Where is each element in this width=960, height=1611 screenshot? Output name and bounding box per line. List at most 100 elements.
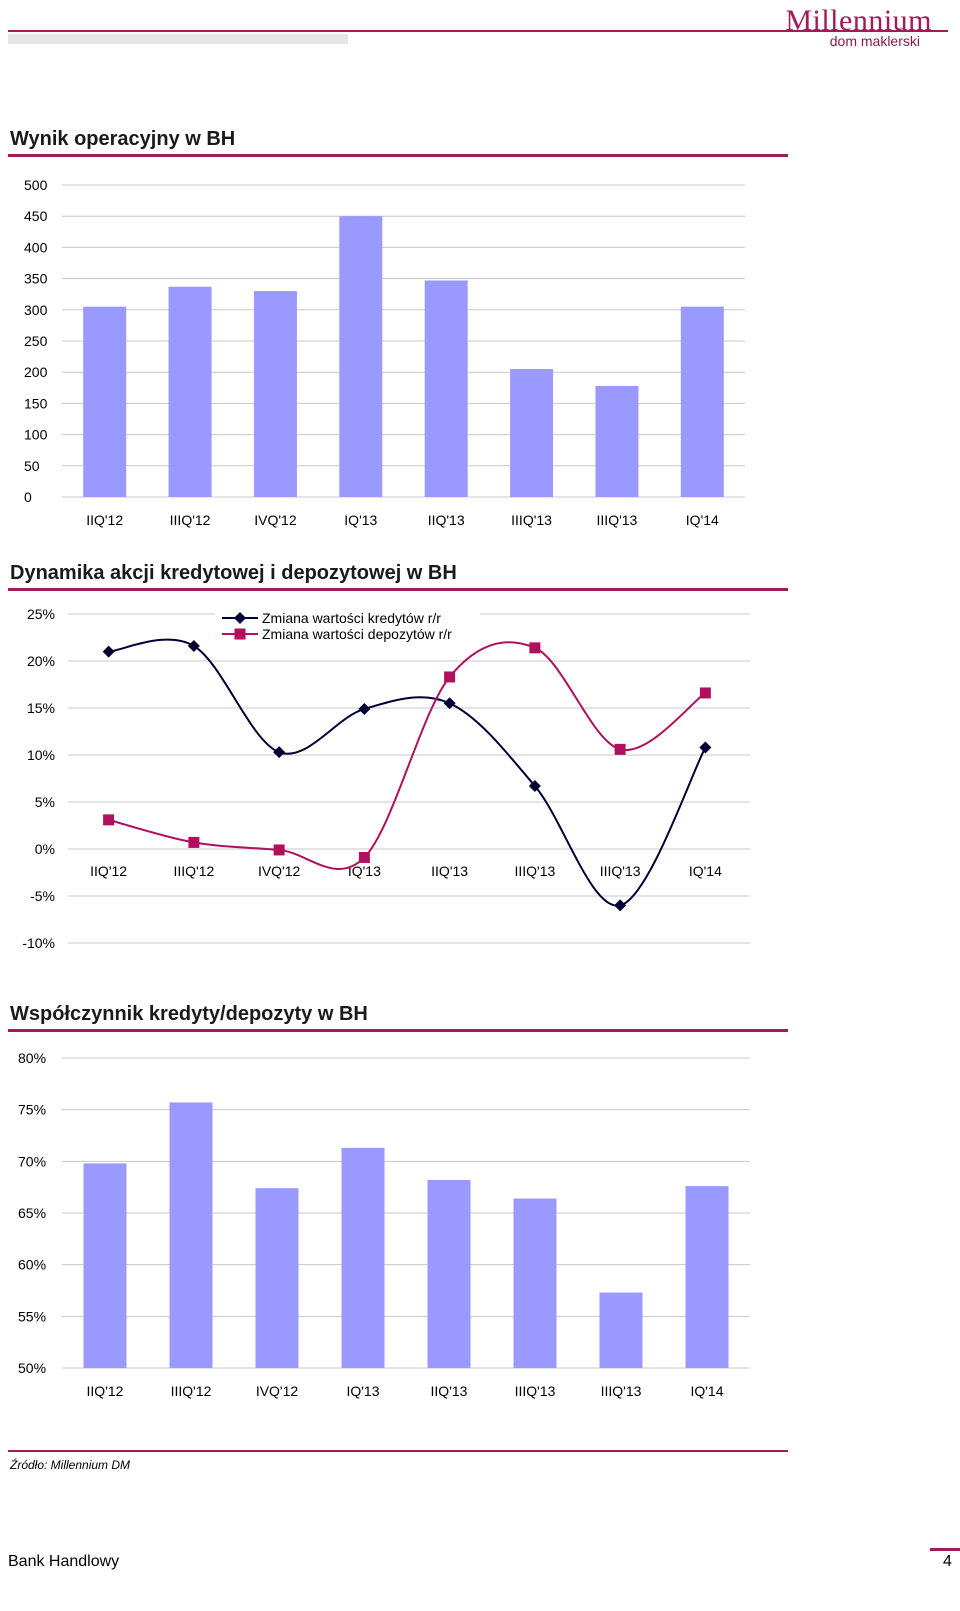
x-tick-label: IIIQ'12 — [173, 863, 214, 879]
x-tick-label: IIQ'12 — [86, 512, 123, 528]
x-tick-label: IIIQ'13 — [597, 512, 638, 528]
data-point-kredyty — [102, 645, 115, 658]
bar — [513, 1198, 557, 1368]
data-point-kredyty — [358, 702, 371, 715]
y-tick-label: 55% — [18, 1308, 46, 1324]
bar — [255, 1188, 299, 1368]
bar — [83, 306, 127, 497]
data-point-kredyty — [187, 639, 200, 652]
data-point-depozyty — [444, 671, 456, 683]
bar — [341, 1147, 385, 1368]
x-tick-label: IVQ'12 — [258, 863, 301, 879]
bar — [595, 385, 639, 497]
y-tick-label: 0% — [35, 841, 55, 857]
x-tick-label: IQ'13 — [344, 512, 377, 528]
x-tick-label: IIQ'13 — [431, 1383, 468, 1399]
x-tick-label: IIQ'13 — [431, 863, 468, 879]
millennium-logo: Millennium dom maklerski — [785, 4, 948, 49]
data-point-depozyty — [358, 851, 370, 863]
chart3-title: Współczynnik kredyty/depozyty w BH — [10, 1003, 368, 1025]
x-tick-label: IQ'14 — [689, 863, 722, 879]
footer-rule — [930, 1548, 960, 1551]
y-tick-label: 300 — [24, 302, 48, 318]
x-tick-label: IQ'14 — [690, 1383, 723, 1399]
chart3-title-rule — [8, 1029, 788, 1032]
data-point-kredyty — [443, 697, 456, 710]
source-note: Źródło: Millennium DM — [10, 1458, 131, 1472]
header-rule — [8, 30, 948, 32]
legend-marker — [234, 612, 246, 624]
x-tick-label: IIIQ'13 — [601, 1383, 642, 1399]
x-tick-label: IIIQ'13 — [515, 1383, 556, 1399]
y-tick-label: 65% — [18, 1205, 46, 1221]
x-tick-label: IQ'13 — [348, 863, 381, 879]
bottom-rule — [8, 1450, 788, 1452]
y-tick-label: 70% — [18, 1153, 46, 1169]
header-grey-band — [8, 34, 348, 44]
bar — [599, 1292, 643, 1368]
bar — [253, 291, 297, 497]
data-point-kredyty — [614, 899, 627, 912]
y-tick-label: -10% — [22, 935, 55, 951]
data-point-kredyty — [699, 741, 712, 754]
data-point-depozyty — [614, 743, 626, 755]
y-tick-label: 50 — [24, 458, 40, 474]
bar — [680, 306, 724, 497]
chart1-title-rule — [8, 154, 788, 157]
x-tick-label: IQ'14 — [686, 512, 719, 528]
y-tick-label: 60% — [18, 1257, 46, 1273]
y-tick-label: 250 — [24, 333, 48, 349]
bar — [168, 286, 212, 497]
x-tick-label: IIQ'12 — [90, 863, 127, 879]
chart1-operating-result: 0 50 100 150 200 250 300 350 400 450 500 IIQ'12 IIIQ… — [24, 177, 745, 528]
data-point-depozyty — [103, 814, 115, 826]
y-tick-label: 100 — [24, 427, 48, 443]
series-line-1 — [108, 641, 706, 870]
y-tick-label: 80% — [18, 1050, 46, 1066]
x-tick-label: IIIQ'13 — [514, 863, 555, 879]
legend-label: Zmiana wartości depozytów r/r — [262, 626, 452, 642]
bar — [424, 280, 468, 497]
data-point-kredyty — [528, 780, 541, 793]
x-tick-label: IIIQ'12 — [171, 1383, 212, 1399]
data-point-depozyty — [188, 836, 200, 848]
y-tick-label: 500 — [24, 177, 48, 193]
data-point-depozyty — [529, 642, 541, 654]
bar — [427, 1179, 471, 1368]
chart2-credit-deposit-dynamics: -10% -5% 0% 5% 10% 15% 20% 25% IIQ'12 IIIQ'12 IVQ'… — [22, 606, 750, 951]
data-point-kredyty — [273, 746, 286, 759]
legend-box — [215, 609, 480, 647]
y-tick-label: -5% — [30, 888, 55, 904]
x-tick-label: IIQ'12 — [87, 1383, 124, 1399]
data-point-depozyty — [273, 844, 285, 856]
y-tick-label: 75% — [18, 1102, 46, 1118]
data-point-depozyty — [699, 687, 711, 699]
footer-company: Bank Handlowy — [8, 1553, 120, 1570]
y-tick-label: 10% — [27, 747, 55, 763]
y-tick-label: 15% — [27, 700, 55, 716]
x-tick-label: IIQ'13 — [428, 512, 465, 528]
y-tick-label: 0 — [24, 489, 32, 505]
x-tick-label: IVQ'12 — [256, 1383, 299, 1399]
y-tick-label: 400 — [24, 239, 48, 255]
y-tick-label: 50% — [18, 1360, 46, 1376]
x-tick-label: IIIQ'13 — [600, 863, 641, 879]
y-tick-label: 25% — [27, 606, 55, 622]
chart3-loan-deposit-ratio: 50% 55% 60% 65% 70% 75% 80% IIQ'12 IIIQ'12 IVQ'12… — [18, 1050, 750, 1399]
page-number: 4 — [943, 1553, 952, 1570]
y-tick-label: 450 — [24, 208, 48, 224]
bar — [339, 216, 383, 497]
y-tick-label: 200 — [24, 364, 48, 380]
bar — [685, 1186, 729, 1368]
y-tick-label: 150 — [24, 395, 48, 411]
x-tick-label: IIIQ'13 — [511, 512, 552, 528]
chart2-title-rule — [8, 588, 788, 591]
bar — [83, 1163, 127, 1368]
legend-marker — [234, 628, 246, 640]
y-tick-label: 350 — [24, 271, 48, 287]
x-tick-label: IIIQ'12 — [170, 512, 211, 528]
bar — [510, 369, 554, 497]
legend-label: Zmiana wartości kredytów r/r — [262, 610, 441, 626]
x-tick-label: IVQ'12 — [254, 512, 297, 528]
y-tick-label: 5% — [35, 794, 55, 810]
